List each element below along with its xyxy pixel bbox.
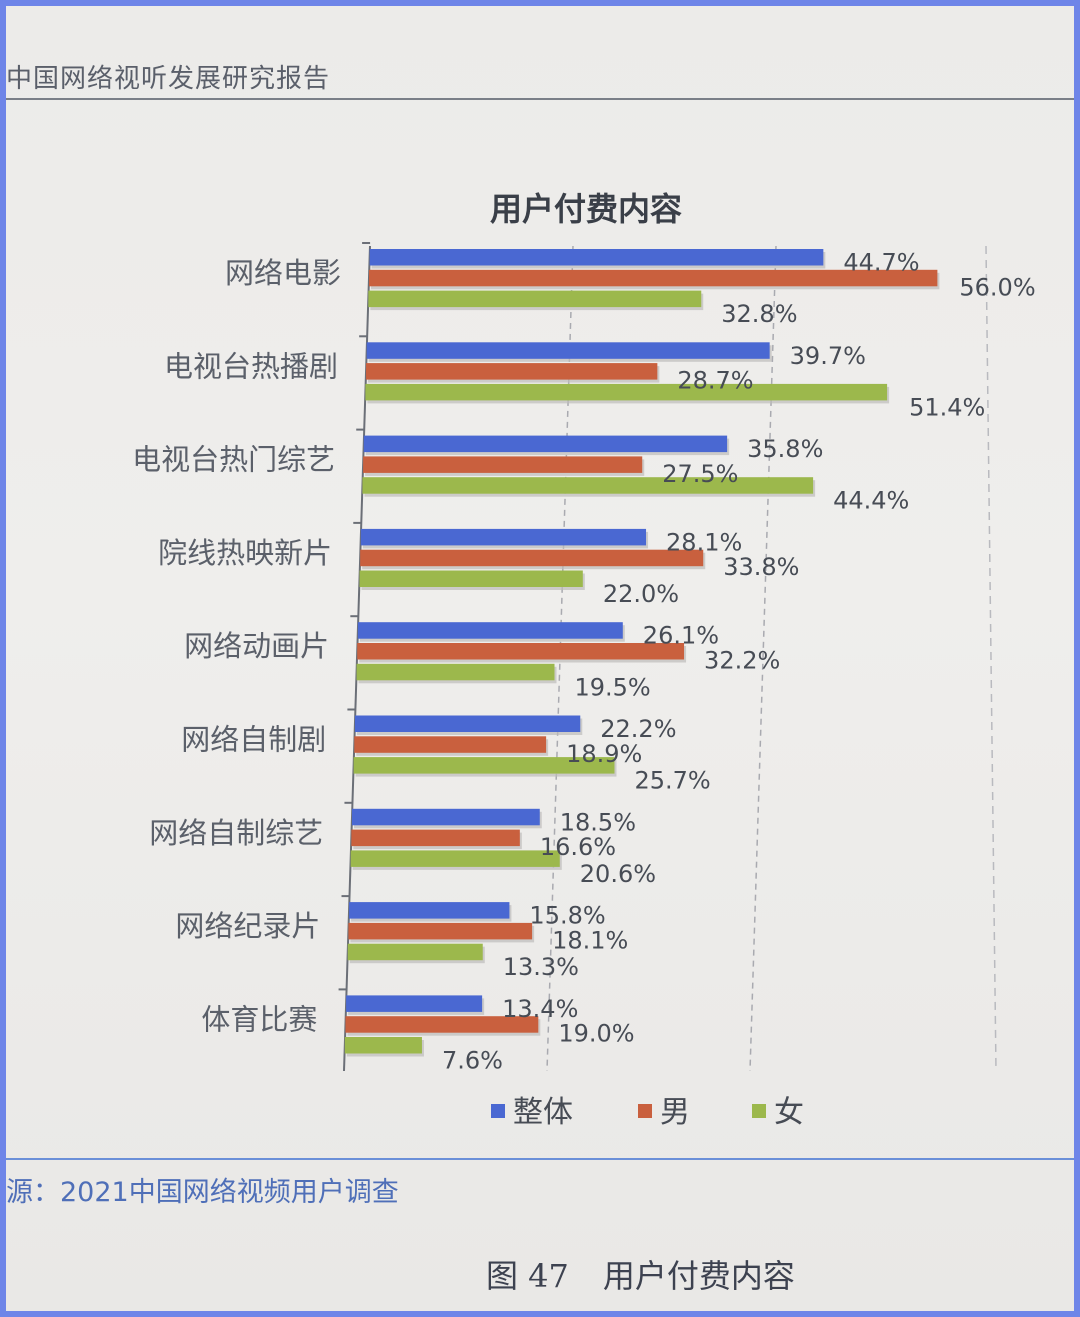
bar bbox=[344, 1037, 422, 1054]
data-label: 19.5% bbox=[574, 673, 650, 701]
data-label: 25.7% bbox=[634, 767, 710, 795]
header-rule bbox=[6, 98, 1074, 100]
category-label: 网络纪录片 bbox=[175, 909, 320, 943]
bar bbox=[369, 249, 824, 266]
legend-swatch bbox=[638, 1104, 652, 1118]
bar bbox=[366, 342, 770, 359]
data-label: 51.4% bbox=[909, 393, 985, 421]
bar bbox=[363, 456, 643, 473]
bars bbox=[344, 249, 940, 1057]
paid-content-bar-chart: 用户付费内容 网络电影 44.7% 56.0% 32.8% 电视台热播剧 39.7% 28.… bbox=[132, 190, 1036, 1130]
data-label: 22.0% bbox=[603, 580, 679, 608]
bar bbox=[354, 736, 547, 753]
category-label: 网络自制综艺 bbox=[149, 816, 323, 850]
category-label: 电视台热播剧 bbox=[164, 349, 338, 383]
bar bbox=[366, 363, 658, 380]
data-label: 35.8% bbox=[747, 435, 823, 463]
bar bbox=[353, 757, 615, 774]
bar bbox=[345, 1016, 539, 1033]
bar bbox=[347, 943, 483, 961]
legend-label: 男 bbox=[660, 1095, 690, 1130]
bar bbox=[350, 850, 560, 867]
labels: 网络电影 44.7% 56.0% 32.8% 电视台热播剧 39.7% 28.7% 51.4%… bbox=[132, 249, 1036, 1075]
report-page: 中国网络视听发展研究报告 用户付费内容 网络电影 44.7% 56.0% 32.8% 电… bbox=[6, 6, 1074, 1311]
bar bbox=[356, 663, 555, 681]
data-label: 27.5% bbox=[662, 460, 738, 488]
legend-label: 女 bbox=[774, 1095, 804, 1130]
legend: 整体 男 女 bbox=[491, 1095, 804, 1130]
footer-rule bbox=[6, 1158, 1074, 1160]
bar bbox=[363, 435, 728, 453]
bar bbox=[349, 902, 510, 919]
figure-caption: 图 47 用户付费内容 bbox=[486, 1251, 795, 1297]
data-label: 15.8% bbox=[529, 902, 605, 930]
bar bbox=[352, 808, 540, 826]
data-label: 7.6% bbox=[442, 1047, 503, 1075]
bar bbox=[354, 715, 581, 732]
category-label: 电视台热门综艺 bbox=[132, 443, 335, 477]
data-label: 32.8% bbox=[721, 300, 797, 328]
bar bbox=[359, 570, 583, 587]
figure-title: 用户付费内容 bbox=[602, 1257, 795, 1295]
bar bbox=[357, 643, 685, 660]
data-label: 22.2% bbox=[600, 715, 676, 743]
chart-title: 用户付费内容 bbox=[490, 190, 682, 228]
data-label: 32.2% bbox=[704, 647, 780, 675]
data-label: 44.4% bbox=[833, 487, 909, 515]
data-label: 13.4% bbox=[502, 995, 578, 1023]
category-label: 网络动画片 bbox=[184, 629, 329, 663]
category-label: 体育比赛 bbox=[201, 1002, 317, 1036]
data-label: 18.5% bbox=[560, 808, 636, 836]
bar bbox=[351, 829, 520, 847]
bar bbox=[360, 528, 647, 546]
bar bbox=[360, 549, 704, 567]
running-header: 中国网络视听发展研究报告 bbox=[6, 64, 331, 94]
category-label: 网络自制剧 bbox=[181, 723, 326, 757]
category-label: 网络电影 bbox=[225, 256, 341, 290]
gridline-right bbox=[985, 245, 997, 1072]
data-label: 33.8% bbox=[723, 553, 799, 581]
data-label: 20.6% bbox=[580, 860, 656, 888]
source-note: 源：2021中国网络视频用户调查 bbox=[6, 1177, 399, 1208]
legend-label: 整体 bbox=[513, 1095, 573, 1130]
legend-swatch bbox=[752, 1104, 766, 1118]
data-label: 19.0% bbox=[558, 1020, 634, 1048]
bar bbox=[362, 477, 814, 494]
data-label: 44.7% bbox=[843, 249, 919, 277]
data-label: 56.0% bbox=[959, 273, 1035, 301]
bar bbox=[357, 622, 623, 639]
data-label: 28.7% bbox=[677, 367, 753, 395]
category-label: 院线热映新片 bbox=[158, 536, 332, 570]
bar bbox=[365, 383, 888, 401]
data-label: 16.6% bbox=[540, 833, 616, 861]
data-label: 39.7% bbox=[790, 342, 866, 370]
bar bbox=[368, 290, 702, 308]
bar bbox=[346, 995, 483, 1012]
data-label: 28.1% bbox=[666, 528, 742, 556]
gridline-40 bbox=[749, 245, 777, 1072]
data-label: 18.9% bbox=[566, 740, 642, 768]
data-label: 26.1% bbox=[643, 622, 719, 650]
figure-number: 图 47 bbox=[486, 1257, 569, 1295]
bar bbox=[348, 922, 533, 940]
y-axis bbox=[343, 245, 371, 1072]
legend-swatch bbox=[491, 1104, 505, 1118]
bar bbox=[368, 269, 938, 287]
data-label: 18.1% bbox=[552, 926, 628, 954]
data-label: 13.3% bbox=[503, 953, 579, 981]
